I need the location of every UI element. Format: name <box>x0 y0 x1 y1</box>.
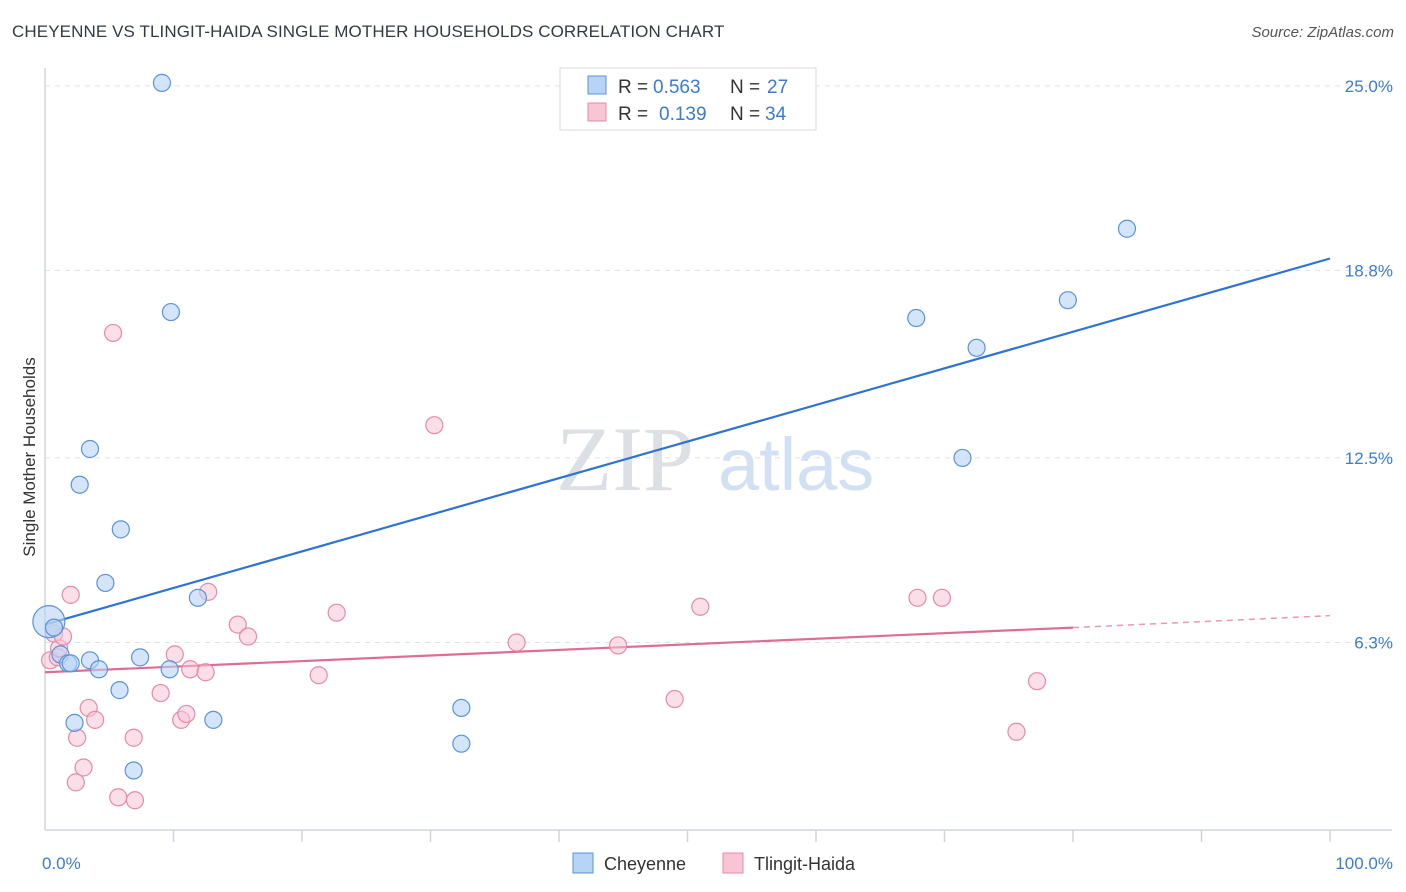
tlingit-point-11 <box>104 323 123 343</box>
tlingit-trend-lines <box>44 614 1331 674</box>
y-tick-label-1: 12.5% <box>1345 449 1393 468</box>
legend-r-value-tlingit: 0.139 <box>659 104 707 125</box>
tlingit-haida-points <box>41 323 1047 810</box>
tlingit-point-27 <box>507 633 526 652</box>
bottom-legend-swatch-cheyenne <box>572 852 594 874</box>
legend-swatch-cheyenne <box>587 75 607 95</box>
watermark: ZIP atlas <box>556 408 874 510</box>
y-tick-labels: 6.3% 12.5% 18.8% 25.0% <box>1345 77 1393 653</box>
tlingit-point-18 <box>177 704 196 724</box>
cheyenne-point-18 <box>188 588 208 607</box>
tlingit-point-34 <box>1027 672 1047 691</box>
cheyenne-point-19 <box>204 710 223 729</box>
cheyenne-trend-line <box>44 257 1331 626</box>
cheyenne-point-7 <box>80 439 100 459</box>
legend: R = 0.563 N = 27 R = 0.139 N = 34 <box>559 67 817 131</box>
tlingit-point-32 <box>932 588 952 607</box>
tlingit-point-7 <box>68 728 87 747</box>
x-ticks <box>172 830 1331 842</box>
legend-r-value-cheyenne: 0.563 <box>653 77 701 98</box>
cheyenne-point-22 <box>907 308 926 328</box>
y-tick-label-3: 25.0% <box>1345 77 1393 96</box>
tlingit-trend-line <box>44 626 1074 674</box>
tlingit-point-24 <box>309 666 328 685</box>
x-tick-label-max: 100.0% <box>1335 854 1393 873</box>
tlingit-trend-line-extrapolated <box>1072 614 1331 629</box>
y-tick-label-2: 18.8% <box>1345 261 1393 280</box>
cheyenne-point-25 <box>1058 291 1077 310</box>
cheyenne-point-9 <box>89 660 109 679</box>
y-axis-label: Single Mother Households <box>20 357 39 556</box>
cheyenne-point-10 <box>96 573 115 593</box>
cheyenne-points <box>32 73 1137 780</box>
cheyenne-point-14 <box>130 648 150 667</box>
cheyenne-point-13 <box>124 761 143 780</box>
cheyenne-point-23 <box>953 448 972 468</box>
tlingit-point-30 <box>691 597 710 616</box>
cheyenne-point-16 <box>160 660 179 679</box>
cheyenne-point-15 <box>152 73 172 92</box>
legend-n-label-tlingit: N = <box>730 104 760 125</box>
tlingit-point-26 <box>425 416 444 435</box>
bottom-legend-label-tlingit: Tlingit-Haida <box>754 854 856 874</box>
cheyenne-point-12 <box>111 520 130 539</box>
bottom-legend-swatch-tlingit <box>722 852 744 874</box>
legend-n-label-cheyenne: N = <box>730 77 760 98</box>
cheyenne-point-5 <box>65 713 84 732</box>
watermark-atlas: atlas <box>718 423 874 506</box>
cheyenne-point-4 <box>61 654 80 673</box>
tlingit-point-14 <box>125 791 145 810</box>
tlingit-point-33 <box>1007 722 1026 741</box>
tlingit-point-19 <box>181 660 200 679</box>
y-tick-label-0: 6.3% <box>1354 633 1393 652</box>
cheyenne-point-6 <box>70 475 89 494</box>
tlingit-point-31 <box>908 588 927 607</box>
cheyenne-point-17 <box>161 302 181 322</box>
tlingit-point-28 <box>609 636 628 655</box>
chart-title: CHEYENNE VS TLINGIT-HAIDA SINGLE MOTHER … <box>12 22 725 41</box>
tlingit-point-8 <box>74 758 93 777</box>
legend-swatch-tlingit <box>587 102 607 122</box>
bottom-legend-label-cheyenne: Cheyenne <box>604 854 686 874</box>
cheyenne-point-21 <box>452 698 471 718</box>
tlingit-point-20 <box>196 663 215 682</box>
source-credit: Source: ZipAtlas.com <box>1251 24 1394 41</box>
legend-n-value-cheyenne: 27 <box>767 77 788 98</box>
cheyenne-trend-lines <box>44 257 1331 626</box>
tlingit-point-10 <box>86 710 105 729</box>
gridlines <box>45 85 1392 643</box>
tlingit-point-15 <box>151 683 170 703</box>
tlingit-point-25 <box>327 603 346 622</box>
cheyenne-point-1 <box>44 618 64 637</box>
tlingit-point-12 <box>109 788 128 807</box>
tlingit-point-13 <box>124 728 143 747</box>
axes <box>44 68 1392 831</box>
cheyenne-point-26 <box>1117 219 1137 238</box>
cheyenne-point-24 <box>967 338 986 357</box>
cheyenne-point-11 <box>110 681 129 700</box>
tlingit-point-5 <box>61 585 80 604</box>
tlingit-point-23 <box>238 627 258 646</box>
legend-n-value-tlingit: 34 <box>765 104 787 125</box>
tlingit-point-6 <box>66 773 85 792</box>
cheyenne-point-20 <box>452 734 471 753</box>
tlingit-point-22 <box>228 615 247 634</box>
tlingit-point-29 <box>665 689 684 709</box>
x-tick-label-min: 0.0% <box>42 854 81 873</box>
legend-r-label-tlingit: R = <box>618 104 648 125</box>
legend-r-label-cheyenne: R = <box>618 77 648 98</box>
bottom-legend: Cheyenne Tlingit-Haida <box>572 852 856 874</box>
